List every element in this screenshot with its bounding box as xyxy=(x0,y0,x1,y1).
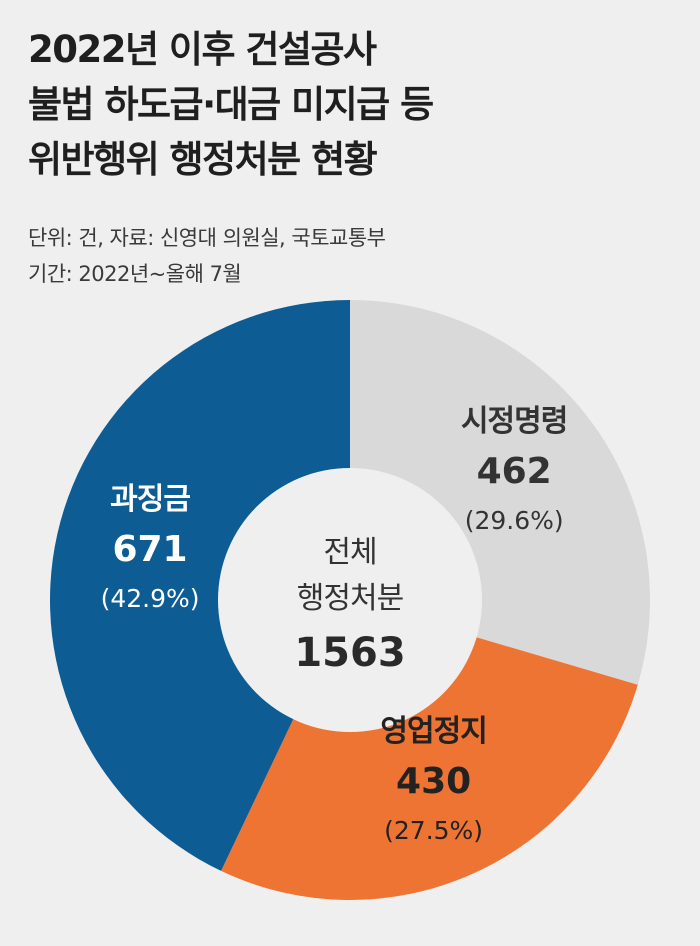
slice-label-name-2: 영업정지 xyxy=(380,714,486,749)
center-label-line-1: 전체 xyxy=(323,535,376,570)
slice-3 xyxy=(50,300,350,871)
chart-title: 2022년 이후 건설공사 불법 하도급·대금 미지급 등 위반행위 행정처분 … xyxy=(28,22,678,187)
donut-hole xyxy=(218,468,482,732)
center-total-value: 1563 xyxy=(294,630,405,676)
title-line-2: 불법 하도급·대금 미지급 등 xyxy=(28,83,434,126)
center-label-line-2: 행정처분 xyxy=(297,581,404,616)
slice-label-percent-1: (29.6%) xyxy=(465,506,564,535)
slice-label-percent-3: (42.9%) xyxy=(101,584,200,613)
slice-label-value-3: 671 xyxy=(112,529,187,570)
title-line-3: 위반행위 행정처분 현황 xyxy=(28,138,378,181)
unit-source-note: 단위: 건, 자료: 신영대 의원실, 국토교통부 xyxy=(28,226,386,250)
period-note: 기간: 2022년~올해 7월 xyxy=(28,262,242,286)
slice-label-name-1: 시정명령 xyxy=(461,404,567,439)
chart-meta: 단위: 건, 자료: 신영대 의원실, 국토교통부 기간: 2022년~올해 7… xyxy=(28,220,678,292)
slice-label-value-1: 462 xyxy=(477,451,552,492)
slice-label-name-3: 과징금 xyxy=(110,482,190,517)
slice-label-value-2: 430 xyxy=(396,761,471,802)
slice-label-percent-2: (27.5%) xyxy=(384,816,483,845)
title-line-1: 2022년 이후 건설공사 xyxy=(28,28,377,71)
